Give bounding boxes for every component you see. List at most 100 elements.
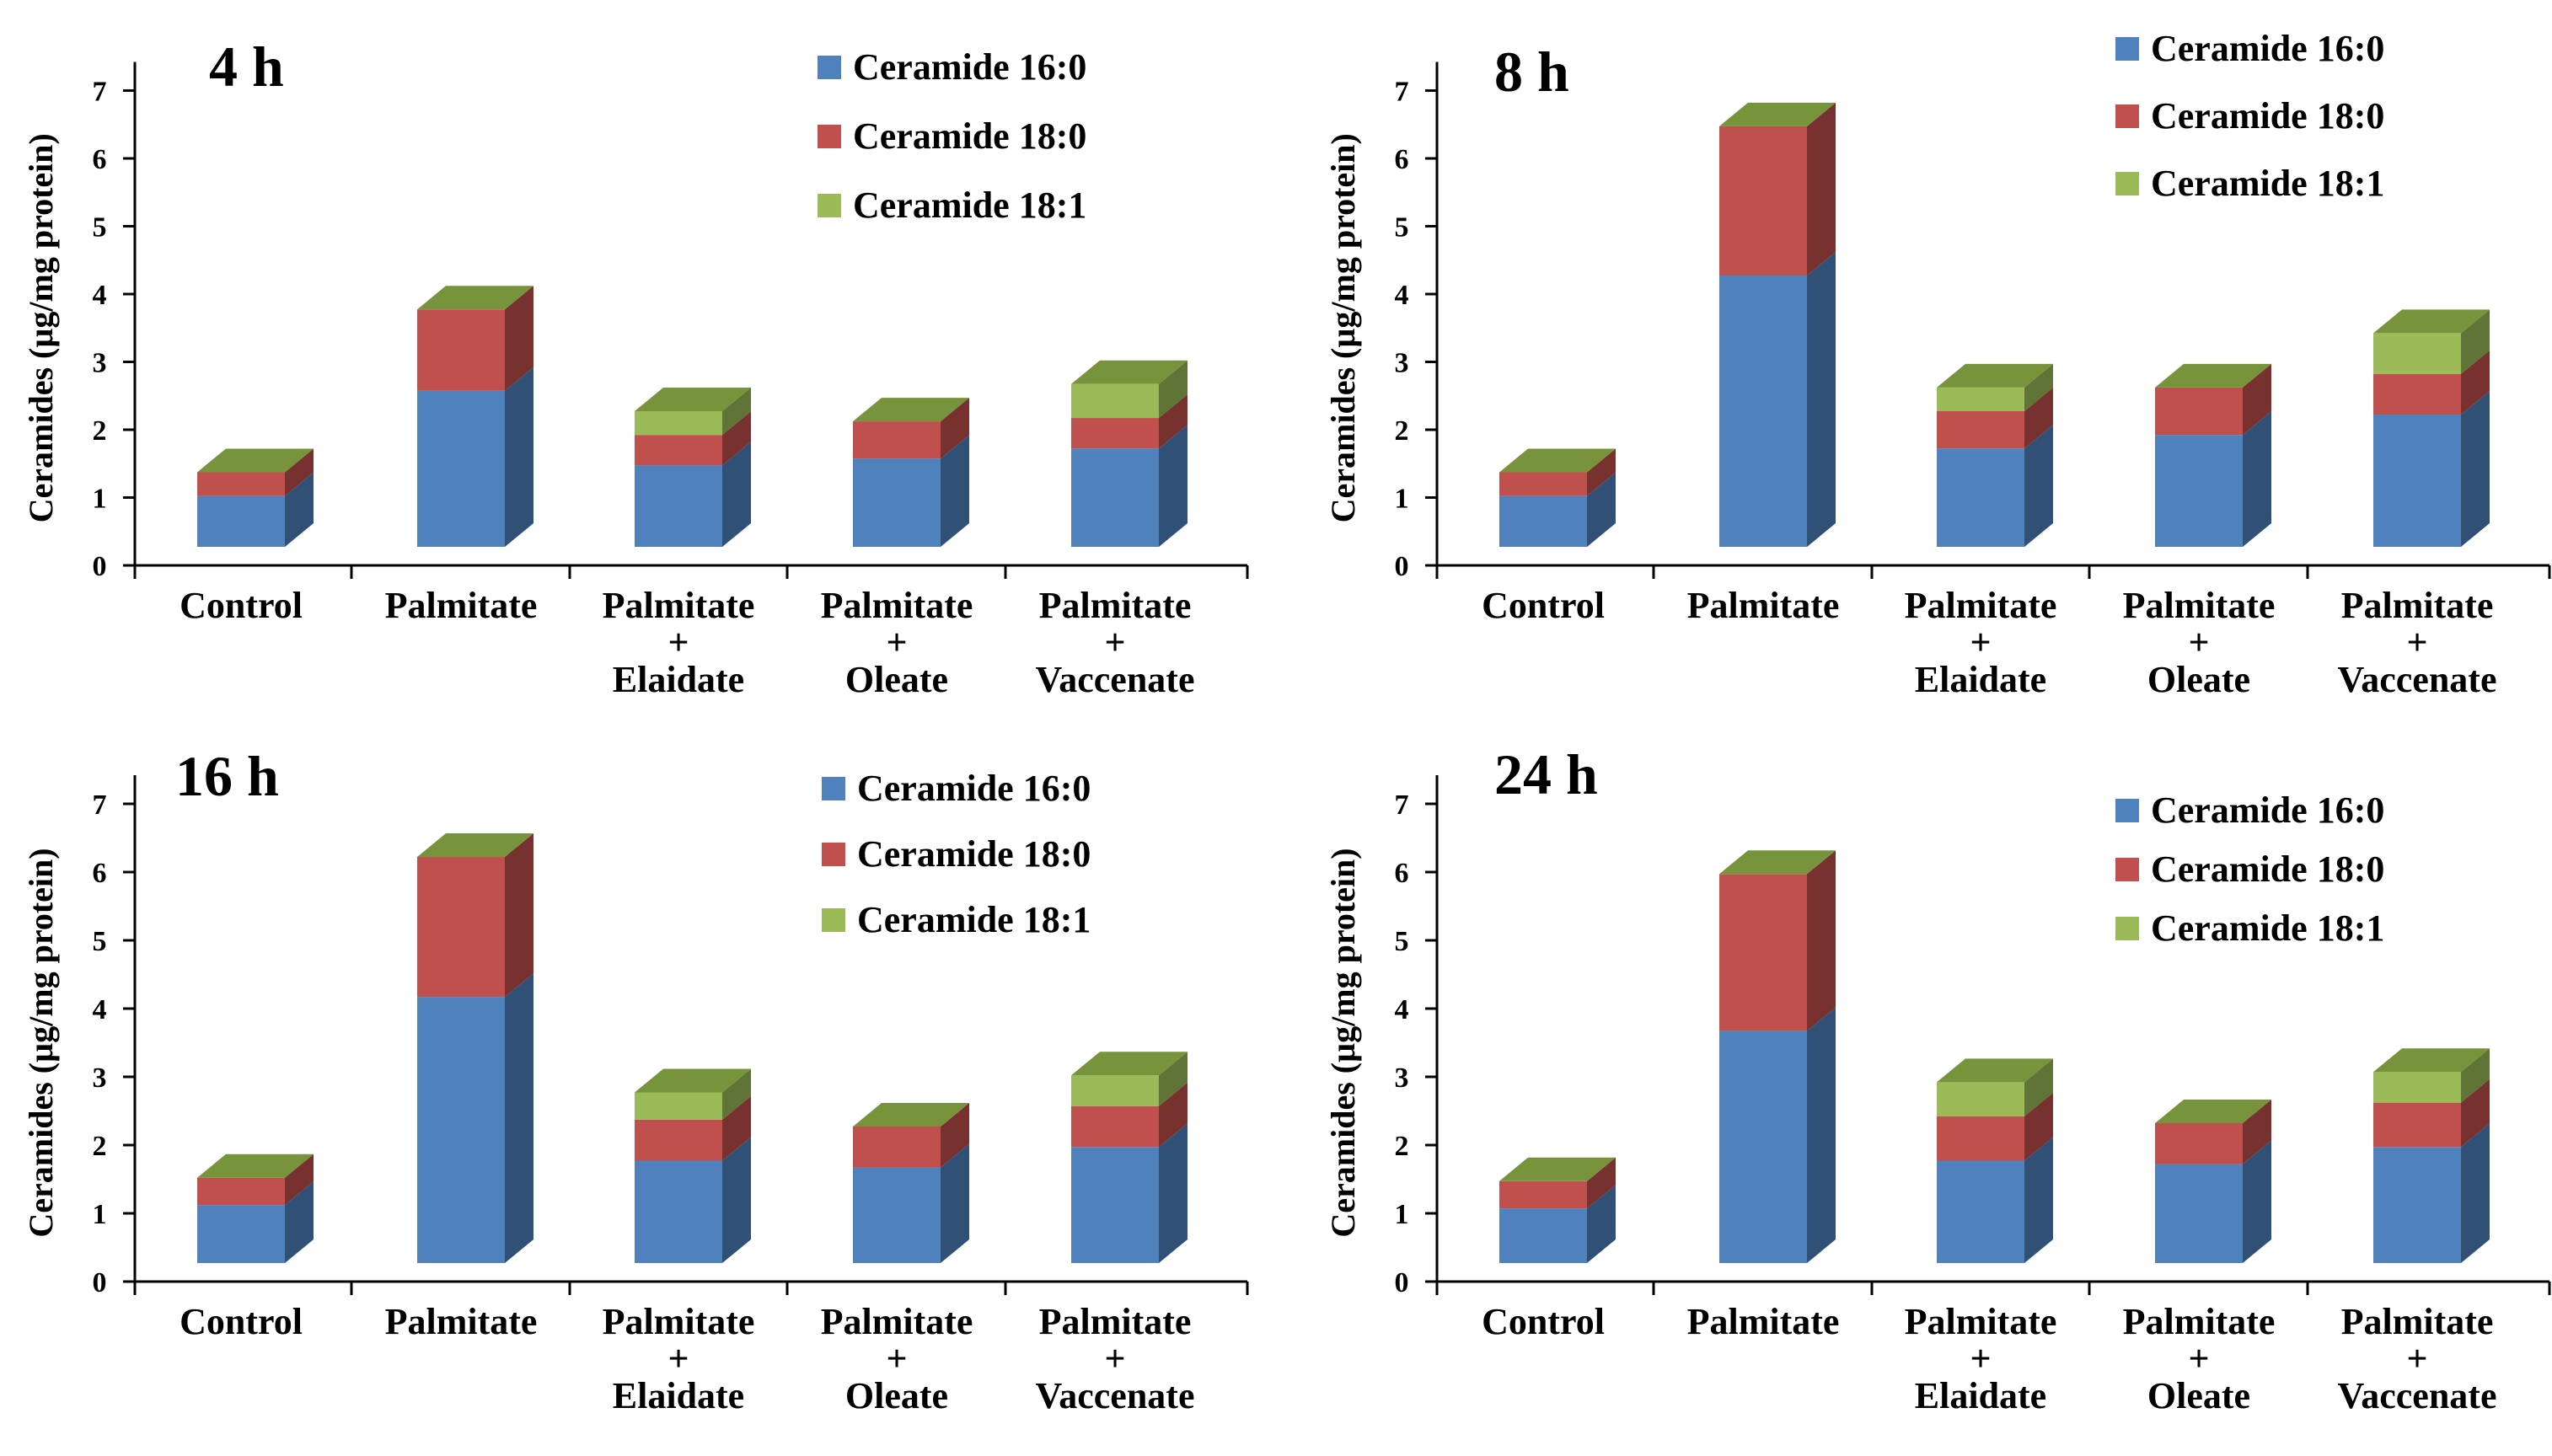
bar-side-c16-0 — [2461, 1123, 2490, 1263]
bar-side-c18-0 — [2243, 363, 2271, 436]
panel-16h: 0 1 2 3 4 5 6 7 Ceramides (µg/mg protein) 16 h Cer… — [22, 744, 1249, 1416]
x-category-label: Palmitate — [1687, 1301, 1840, 1342]
bar-c18-0 — [1071, 418, 1159, 449]
bar-c16-0 — [1937, 1160, 2024, 1263]
bar-top-cap — [1499, 1157, 1616, 1181]
bar-top-cap — [2373, 1048, 2490, 1073]
x-category-label: Elaidate — [613, 1375, 744, 1416]
x-category-label: + — [886, 622, 907, 663]
bar-top-cap — [2373, 309, 2490, 334]
x-category-label: + — [1970, 1338, 1991, 1379]
bar-c18-0 — [853, 1127, 941, 1168]
bar-side-c18-0 — [2461, 1079, 2490, 1148]
bar-c16-0 — [2373, 1147, 2461, 1263]
x-category-label: Palmitate — [1039, 1301, 1192, 1342]
bar-side-c18-0 — [1587, 1157, 1616, 1209]
bar-stack-3 — [2155, 363, 2271, 547]
legend-swatch-c18-1 — [2115, 917, 2139, 940]
bar-c18-0 — [1719, 874, 1807, 1031]
panel-8h: 0 1 2 3 4 5 6 7 Ceramides (µg/mg protein) 8 h Cera… — [1324, 28, 2551, 700]
legend-label-c18-1: Ceramide 18:1 — [853, 185, 1086, 226]
x-category-label: Palmitate — [821, 1301, 973, 1342]
bar-c18-0 — [197, 1177, 285, 1206]
legend-swatch-c18-1 — [818, 194, 841, 217]
legend-swatch-c18-0 — [818, 125, 841, 148]
y-tick-label: 4 — [93, 994, 107, 1025]
bar-side-c18-0 — [1807, 102, 1836, 276]
x-category-label: Oleate — [2147, 659, 2250, 700]
bar-c16-0 — [1719, 1030, 1807, 1263]
y-tick-label: 4 — [93, 280, 107, 311]
panel-title: 4 h — [209, 35, 284, 99]
bar-c18-0 — [417, 857, 505, 998]
bar-stack-4 — [1071, 1052, 1188, 1263]
legend-label-c16-0: Ceramide 16:0 — [2151, 28, 2384, 69]
bar-side-c18-0 — [941, 1103, 969, 1168]
bar-top-cap — [2155, 363, 2271, 388]
bar-stack-1 — [417, 833, 533, 1263]
bar-c18-0 — [1937, 1116, 2024, 1161]
bar-side-c18-0 — [1807, 850, 1836, 1031]
y-tick-label: 4 — [1395, 280, 1409, 311]
bar-stack-4 — [2373, 1048, 2490, 1263]
bar-top-cap — [1719, 850, 1836, 875]
y-tick-label: 3 — [93, 1063, 107, 1094]
panel-title: 24 h — [1494, 742, 1598, 806]
x-category-label: Palmitate — [603, 1301, 755, 1342]
x-category-label: Palmitate — [1905, 1301, 2057, 1342]
bar-c18-0 — [2155, 1122, 2243, 1164]
y-tick-label: 3 — [1395, 348, 1409, 379]
y-tick-label: 0 — [93, 551, 107, 582]
bar-top-cap — [635, 388, 751, 411]
bar-c18-0 — [635, 435, 722, 466]
bar-side-c16-0 — [941, 1143, 969, 1263]
y-tick-label: 0 — [1395, 1267, 1409, 1298]
bar-stack-1 — [1719, 102, 1836, 547]
x-category-label: Control — [1482, 585, 1605, 626]
y-tick-label: 3 — [1395, 1063, 1409, 1094]
bar-top-cap — [853, 398, 969, 422]
y-tick-label: 6 — [93, 858, 107, 889]
bar-side-c18-0 — [941, 398, 969, 459]
y-tick-label: 2 — [93, 415, 107, 447]
bar-side-c18-0 — [722, 1095, 751, 1161]
bar-c16-0 — [853, 458, 941, 547]
x-category-label: Vaccenate — [2338, 1375, 2497, 1416]
x-category-label: Palmitate — [2341, 585, 2494, 626]
x-category-label: + — [2188, 622, 2209, 663]
bar-side-c16-0 — [1587, 1185, 1616, 1263]
bar-side-c16-0 — [2024, 425, 2053, 547]
bar-c18-0 — [853, 421, 941, 459]
bar-side-c16-0 — [722, 442, 751, 547]
bar-c18-1 — [2373, 1072, 2461, 1103]
x-category-label: Palmitate — [2341, 1301, 2494, 1342]
bar-side-c16-0 — [722, 1137, 751, 1263]
bar-side-c18-1 — [1159, 1052, 1188, 1106]
bar-top-cap — [1937, 363, 2053, 388]
bar-top-cap — [635, 1068, 751, 1093]
bar-side-c18-0 — [505, 833, 533, 998]
x-category-label: + — [1104, 622, 1125, 663]
bar-side-c16-0 — [2461, 391, 2490, 547]
y-tick-label: 7 — [1395, 77, 1409, 108]
x-category-label: Palmitate — [1687, 585, 1840, 626]
y-tick-label: 0 — [93, 1267, 107, 1298]
legend-label-c18-0: Ceramide 18:0 — [2151, 95, 2384, 136]
bar-side-c18-0 — [1159, 1082, 1188, 1148]
bar-c18-0 — [1499, 1180, 1587, 1209]
bar-side-c18-0 — [285, 448, 314, 496]
legend-swatch-c18-0 — [822, 843, 845, 866]
bar-side-c16-0 — [1807, 1007, 1836, 1263]
legend-label-c18-1: Ceramide 18:1 — [2151, 907, 2384, 949]
bar-side-c18-0 — [2461, 350, 2490, 415]
bar-side-c18-0 — [505, 286, 533, 391]
y-tick-label: 2 — [93, 1131, 107, 1162]
legend-label-c18-1: Ceramide 18:1 — [2151, 163, 2384, 204]
bar-c16-0 — [1937, 448, 2024, 547]
bar-stack-0 — [197, 448, 314, 547]
bar-c18-0 — [635, 1119, 722, 1161]
bar-c18-0 — [2373, 1102, 2461, 1148]
x-category-label: Oleate — [845, 1375, 948, 1416]
bar-side-c16-0 — [1587, 472, 1616, 547]
x-category-label: Oleate — [845, 659, 948, 700]
